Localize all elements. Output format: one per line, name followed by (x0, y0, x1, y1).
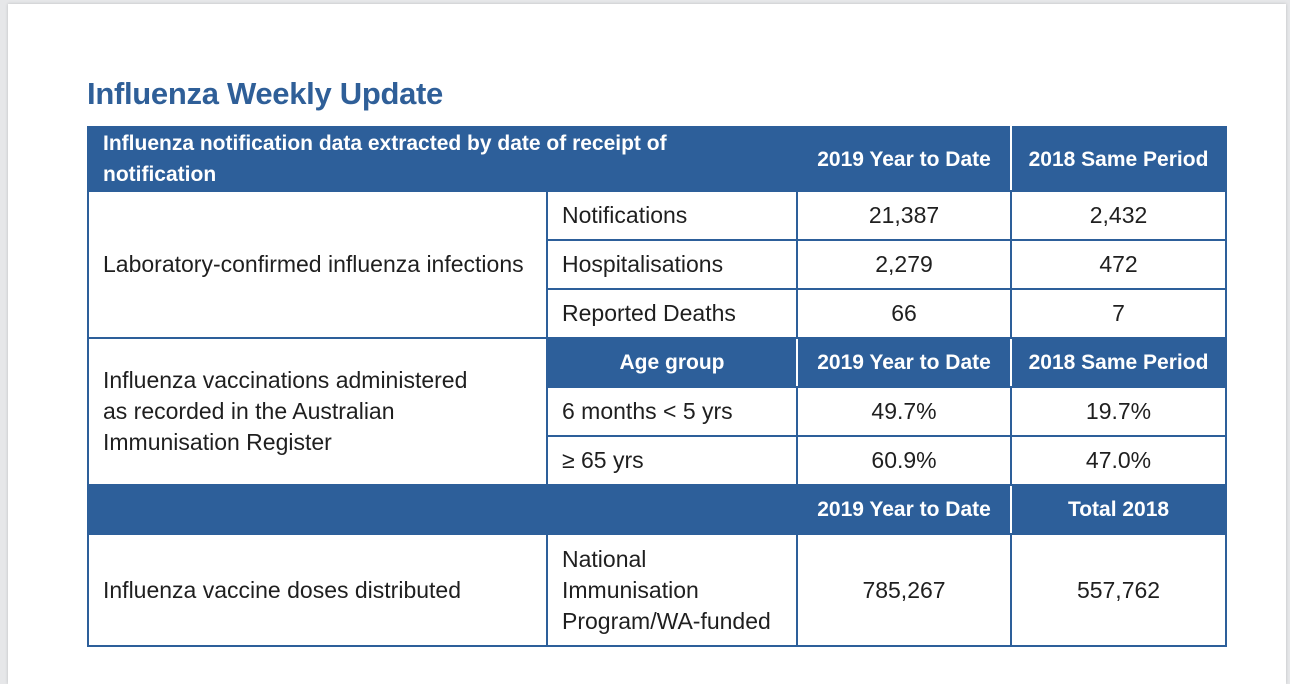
table-row: Hospitalisations 2,279 472 (88, 239, 1228, 290)
notifications-2018: 2,432 (1010, 190, 1228, 241)
doses-subheader-row: 2019 Year to Date Total 2018 (86, 484, 1228, 535)
age-group-65-plus: ≥ 65 yrs (545, 435, 799, 486)
header-description: Influenza notification data extracted by… (86, 126, 799, 192)
page-title: Influenza Weekly Update (87, 76, 444, 111)
under-5-2019: 49.7% (796, 386, 1013, 437)
vaccinations-label-line1: Influenza vaccinations administered (103, 367, 468, 393)
over-65-2019: 60.9% (796, 435, 1013, 486)
table-row: Reported Deaths 66 7 (88, 288, 1228, 339)
vaccination-subheader-row: Influenza vaccinations administered as r… (87, 337, 1228, 486)
vaccinations-label-line3: Immunisation Register (103, 429, 332, 455)
doses-header-2019-ytd: 2019 Year to Date (796, 484, 1013, 535)
vaccinations-label: Influenza vaccinations administered as r… (87, 337, 548, 486)
table-row: 6 months < 5 yrs 49.7% 19.7% (88, 386, 1228, 437)
doses-2019: 785,267 (796, 533, 1013, 647)
table-header-row: Influenza notification data extracted by… (86, 126, 1228, 192)
table-row: Influenza vaccine doses distributed Nati… (87, 533, 1228, 647)
doses-program-line1: National (562, 545, 647, 572)
doses-header-blank (86, 484, 799, 535)
hospitalisations-2019: 2,279 (796, 239, 1013, 290)
deaths-2019: 66 (796, 288, 1013, 339)
measure-reported-deaths: Reported Deaths (545, 288, 799, 339)
table-row: ≥ 65 yrs 60.9% 47.0% (88, 435, 1228, 486)
influenza-data-table: Influenza notification data extracted by… (86, 126, 1228, 647)
doses-program-line2: Immunisation (562, 576, 699, 603)
lab-confirmed-label: Laboratory-confirmed influenza infection… (87, 190, 548, 339)
vacc-header-2019-ytd: 2019 Year to Date (796, 337, 1013, 388)
doses-2018: 557,762 (1010, 533, 1228, 647)
measure-hospitalisations: Hospitalisations (545, 239, 799, 290)
age-group-under-5: 6 months < 5 yrs (545, 386, 799, 437)
doses-program: National Immunisation Program/WA-funded (545, 533, 799, 647)
under-5-2018: 19.7% (1010, 386, 1228, 437)
hospitalisations-2018: 472 (1010, 239, 1228, 290)
table-row: Laboratory-confirmed influenza infection… (87, 190, 1228, 339)
vaccinations-label-line2: as recorded in the Australian (103, 398, 395, 424)
header-2019-ytd: 2019 Year to Date (796, 126, 1013, 192)
notifications-2019: 21,387 (796, 190, 1013, 241)
doses-header-total-2018: Total 2018 (1010, 484, 1228, 535)
deaths-2018: 7 (1010, 288, 1228, 339)
doses-program-line3: Program/WA-funded (562, 607, 771, 634)
measure-notifications: Notifications (545, 190, 799, 241)
header-2018-same-period: 2018 Same Period (1010, 126, 1228, 192)
over-65-2018: 47.0% (1010, 435, 1228, 486)
document-page: Influenza Weekly Update Influenza notifi… (8, 4, 1286, 684)
header-age-group: Age group (545, 337, 799, 388)
vacc-header-2018-same-period: 2018 Same Period (1010, 337, 1228, 388)
doses-label: Influenza vaccine doses distributed (87, 533, 548, 647)
